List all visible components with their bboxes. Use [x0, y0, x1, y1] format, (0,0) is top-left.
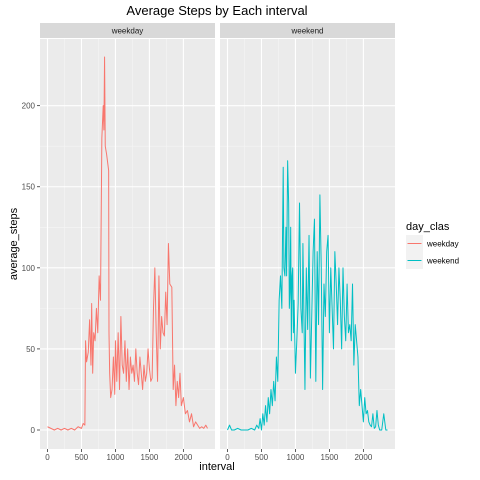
x-tick-label: 1000 — [287, 453, 305, 462]
series-line-weekday — [47, 56, 208, 431]
series-weekday — [47, 56, 208, 431]
x-ticks-weekday: 0 500 1000 1500 2000 — [45, 449, 193, 462]
grid-weekday — [40, 39, 215, 449]
legend-title: day_clas — [406, 221, 450, 233]
strip-label-weekend: weekend — [290, 27, 323, 36]
y-tick-label: 0 — [31, 426, 36, 435]
y-tick-label: 50 — [26, 345, 35, 354]
x-axis-title: interval — [199, 461, 234, 473]
legend: day_clas weekday weekend — [406, 221, 459, 269]
panel-background-weekend — [220, 39, 395, 449]
series-line-weekend — [227, 160, 388, 431]
legend-keys: weekday weekend — [406, 235, 459, 269]
y-tick-label: 100 — [22, 264, 36, 273]
y-ticks-weekday: 0 50 100 150 200 — [22, 102, 40, 435]
x-tick-label: 0 — [45, 453, 50, 462]
x-tick-label: 0 — [225, 453, 230, 462]
strip-weekday — [40, 23, 215, 38]
strip-weekend — [220, 23, 395, 38]
grid-weekend — [220, 39, 395, 449]
series-weekend — [227, 160, 388, 431]
facet-panel-weekend: weekend 0 500 1000 1500 2000 — [220, 23, 395, 462]
x-tick-label: 2000 — [174, 453, 192, 462]
y-tick-label: 150 — [22, 183, 36, 192]
panel-background-weekday — [40, 39, 215, 449]
chart-title: Average Steps by Each interval — [126, 3, 307, 18]
y-axis-title: average_steps — [8, 207, 20, 280]
facet-panel-weekday: weekday 0 500 1000 1500 2000 0 50 100 150 200 — [22, 23, 215, 462]
x-tick-label: 1500 — [141, 453, 159, 462]
x-tick-label: 2000 — [354, 453, 372, 462]
x-tick-label: 500 — [255, 453, 269, 462]
x-ticks-weekend: 0 500 1000 1500 2000 — [225, 449, 373, 462]
x-tick-label: 500 — [75, 453, 89, 462]
x-tick-label: 1500 — [321, 453, 339, 462]
y-tick-label: 200 — [22, 102, 36, 111]
strip-label-weekday: weekday — [111, 27, 144, 36]
legend-label-weekend: weekend — [426, 257, 459, 266]
x-tick-label: 1000 — [107, 453, 125, 462]
legend-label-weekday: weekday — [426, 240, 459, 249]
